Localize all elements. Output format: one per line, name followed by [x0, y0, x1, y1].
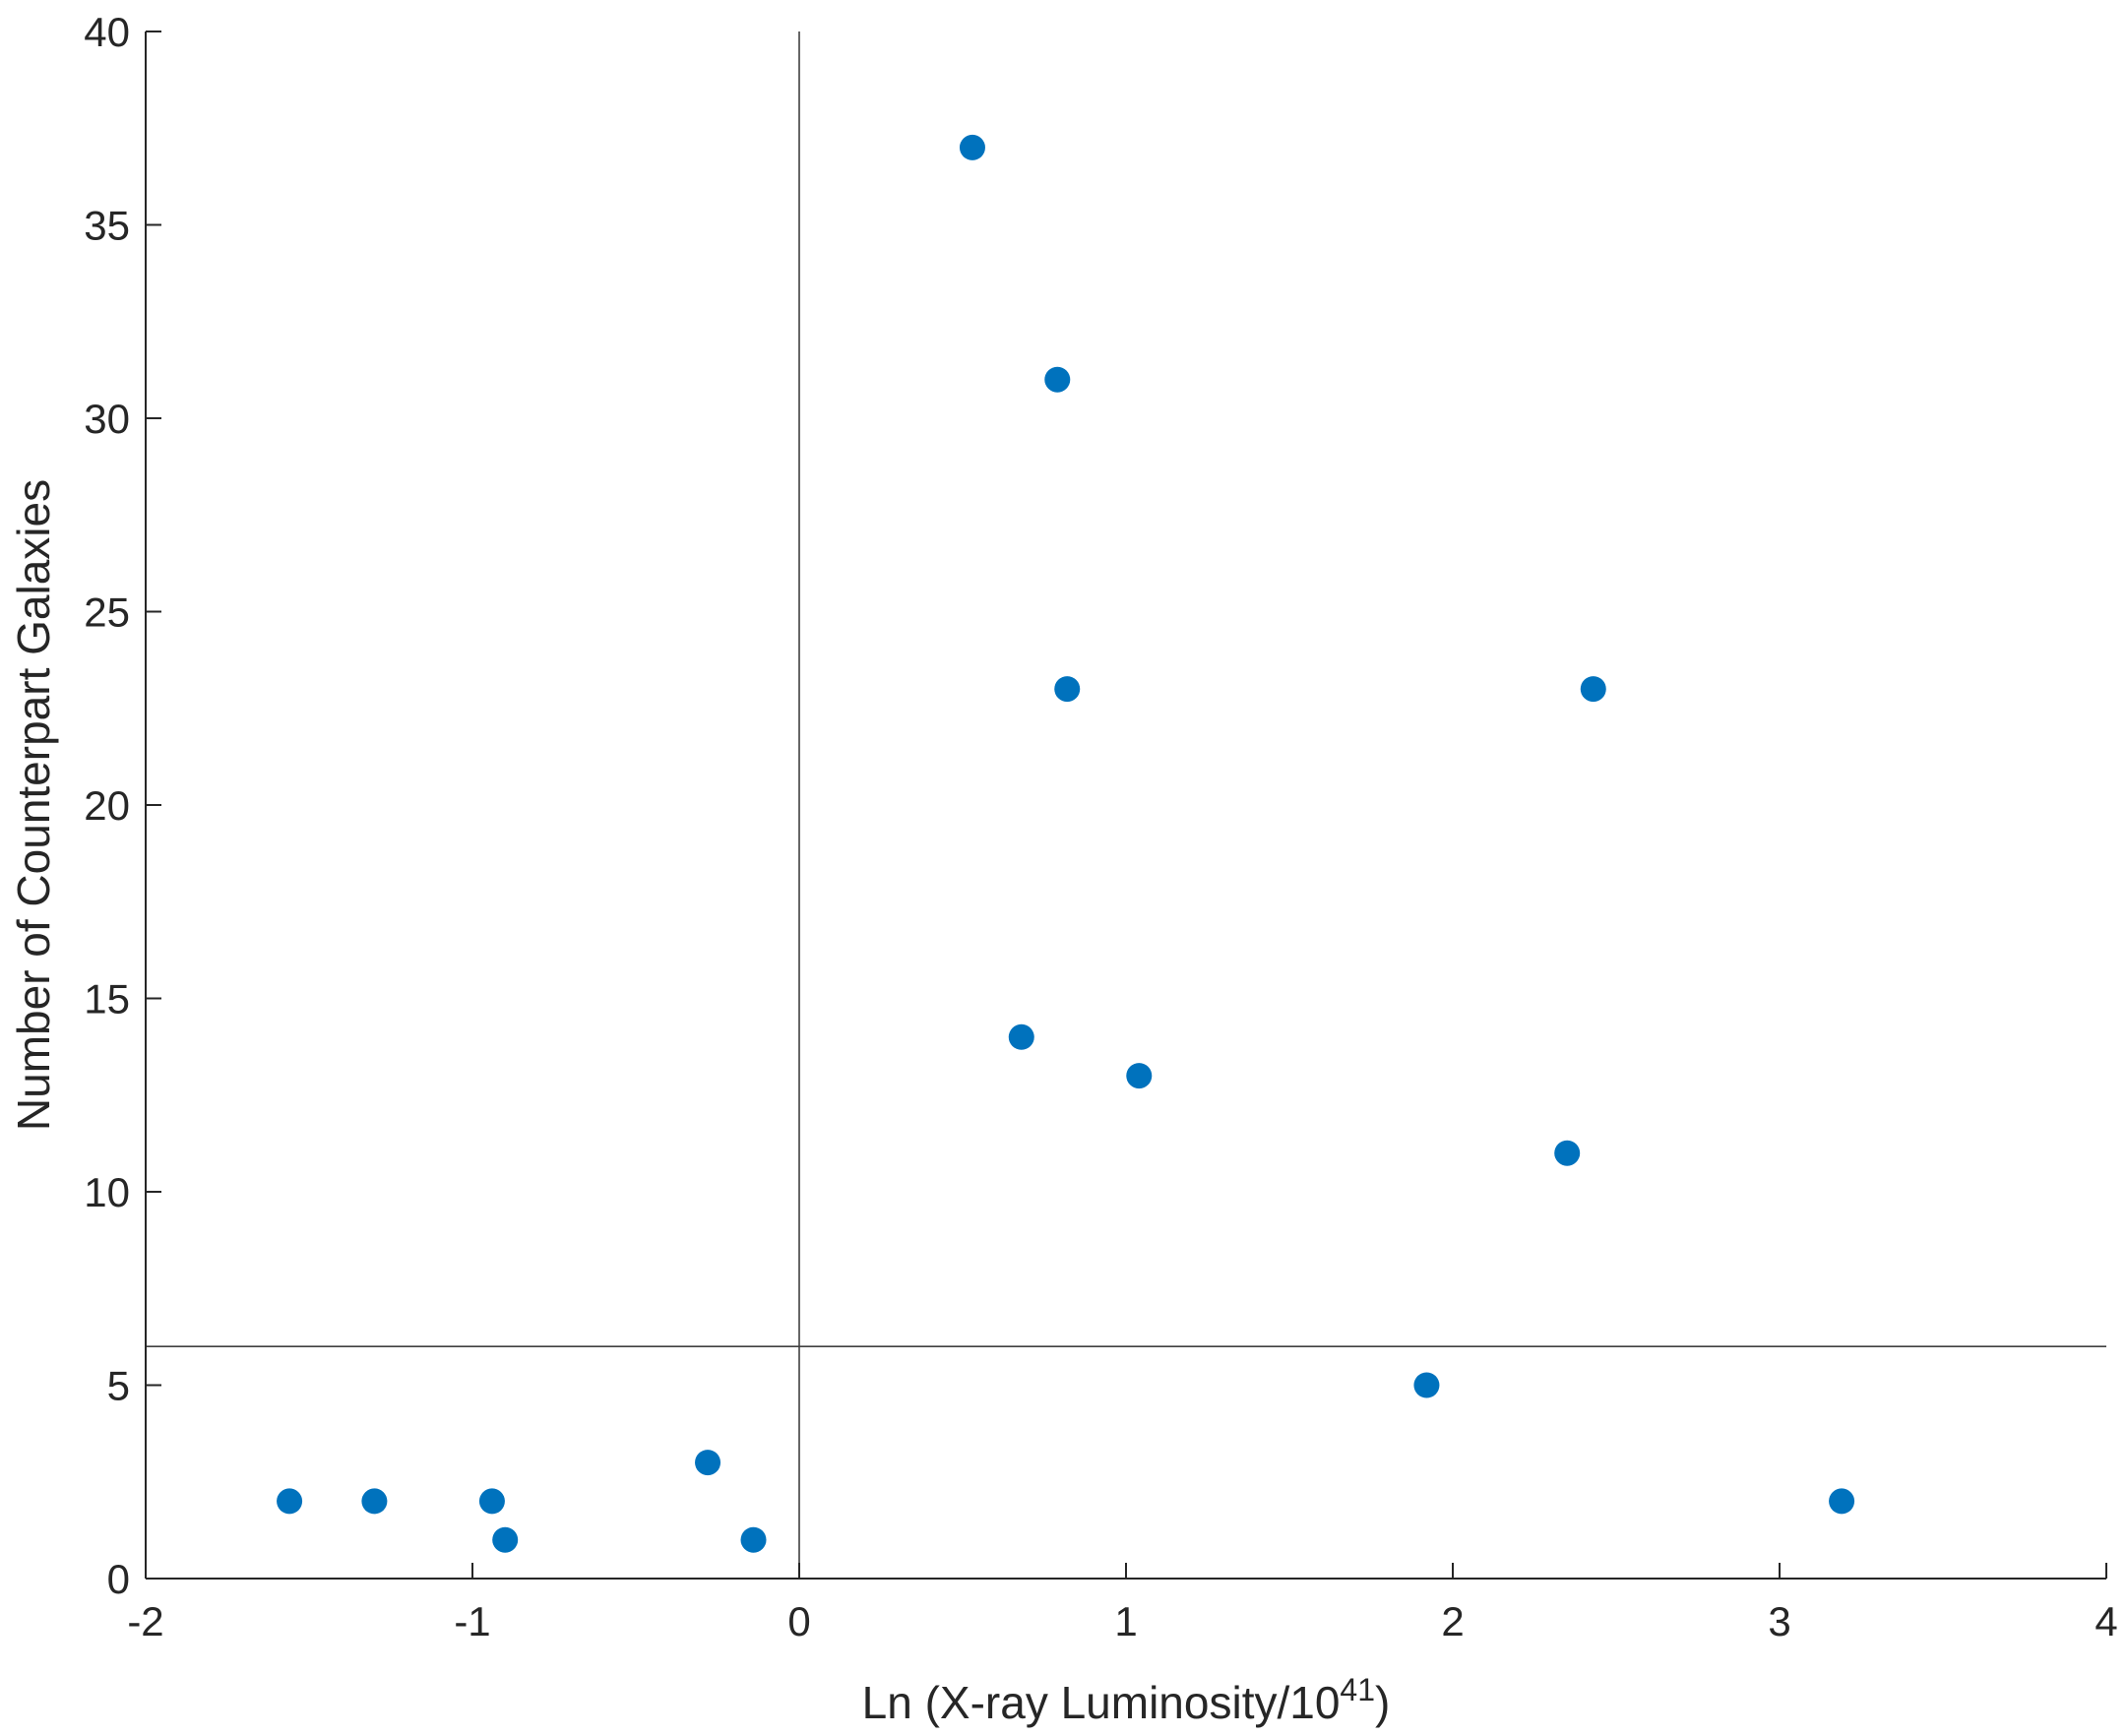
x-tick-label: 4 [2095, 1598, 2117, 1644]
y-axis-title: Number of Counterpart Galaxies [8, 479, 59, 1131]
data-point [740, 1526, 767, 1553]
data-point [1044, 366, 1071, 393]
data-point [478, 1488, 505, 1515]
y-tick-label: 0 [107, 1556, 130, 1602]
reference-lines [146, 31, 2106, 1579]
data-point [1008, 1023, 1034, 1050]
data-point [959, 134, 985, 160]
y-tick-label: 15 [84, 976, 130, 1023]
x-axis-title: Ln (X-ray Luminosity/1041) [862, 1672, 1391, 1728]
y-tick-label: 10 [84, 1169, 130, 1215]
data-point [1126, 1063, 1153, 1089]
data-point [1054, 676, 1081, 703]
x-tick-label: 3 [1768, 1598, 1790, 1644]
x-axis-title-superscript: 41 [1340, 1672, 1375, 1707]
data-point [1580, 676, 1606, 703]
y-tick-label: 5 [107, 1363, 130, 1409]
data-point [492, 1526, 519, 1553]
y-tick-label: 40 [84, 9, 130, 55]
data-points [277, 134, 1855, 1553]
y-tick-label: 25 [84, 589, 130, 636]
data-point [1554, 1140, 1581, 1166]
y-tick-label: 30 [84, 396, 130, 442]
x-axis-title-suffix: ) [1375, 1677, 1390, 1728]
x-tick-label: -1 [454, 1598, 490, 1644]
data-point [361, 1488, 388, 1515]
x-tick-label: 0 [787, 1598, 810, 1644]
x-tick-label: 2 [1441, 1598, 1464, 1644]
y-tick-label: 20 [84, 782, 130, 829]
x-axis-title-prefix: Ln (X-ray Luminosity/10 [862, 1677, 1341, 1728]
x-tick-label: -2 [127, 1598, 163, 1644]
data-point [695, 1450, 721, 1476]
data-point [277, 1488, 303, 1515]
data-point [1829, 1488, 1855, 1515]
data-point [1413, 1372, 1440, 1398]
y-tick-label: 35 [84, 203, 130, 249]
x-tick-label: 1 [1114, 1598, 1137, 1644]
